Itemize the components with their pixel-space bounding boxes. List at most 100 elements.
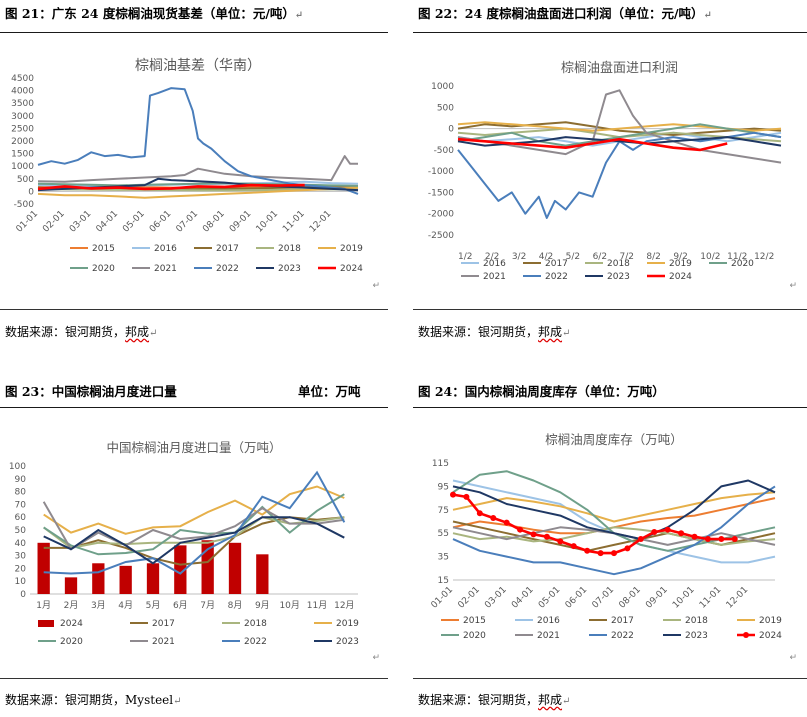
legend-label-2024: 2024 (759, 631, 782, 641)
x-tick-label: 6/2 (593, 252, 607, 262)
legend-label-2017: 2017 (216, 244, 239, 254)
legend-label-2022: 2022 (611, 631, 634, 641)
x-tick-label: 04-01 (95, 209, 121, 235)
x-tick-label: 03-01 (483, 585, 509, 611)
y-tick-label: 55 (438, 529, 449, 539)
y-tick-label: 20 (15, 564, 27, 574)
legend-label-2020: 2020 (60, 637, 83, 647)
bar-2024 (146, 563, 160, 594)
chart-title: 中国棕榈油月度进口量（万吨） (106, 440, 281, 455)
series-point-2024 (530, 531, 537, 538)
y-tick-label: 100 (9, 462, 26, 472)
bar-2024 (37, 542, 50, 594)
x-tick-label: 06-01 (564, 585, 590, 611)
series-point-2024 (691, 533, 698, 540)
figure-24-source: 数据来源：银河期货，邦成↵ (418, 693, 571, 707)
y-tick-label: 30 (15, 552, 27, 562)
y-tick-label: 0 (28, 187, 34, 197)
x-tick-label: 3/2 (512, 252, 526, 262)
x-tick-label: 01-01 (15, 209, 41, 235)
series-line-2024 (457, 137, 728, 152)
y-tick-label: 4500 (11, 74, 34, 84)
x-tick-label: 10/2 (700, 252, 720, 262)
y-tick-label: 60 (15, 513, 27, 523)
series-point-2024 (450, 491, 456, 498)
series-line-2022 (452, 485, 776, 576)
legend-label-2024: 2024 (340, 264, 363, 274)
y-tick-label: 50 (15, 526, 27, 536)
y-tick-label: -500 (14, 200, 35, 210)
x-tick-label: 1/2 (458, 252, 472, 262)
legend-label-2016: 2016 (537, 616, 560, 626)
x-tick-label: 7月 (200, 600, 215, 611)
legend-label-2022: 2022 (244, 637, 267, 647)
figure-21-header: 图 21：广东 24 度棕榈油现货基差（单位：元/吨）↵ (5, 6, 304, 21)
figure-23-unit: 单位：万吨 (298, 384, 361, 399)
legend-label-2018: 2018 (244, 619, 267, 629)
legend-label-2015: 2015 (92, 244, 115, 254)
x-tick-label: 08-01 (617, 585, 643, 611)
series-line-2019 (452, 491, 776, 523)
y-tick-label: 70 (15, 500, 27, 510)
legend-label-2021: 2021 (152, 637, 175, 647)
bar-2024 (174, 545, 187, 594)
series-point-2024 (624, 545, 631, 552)
series-line-2017 (452, 520, 776, 552)
series-line-2021 (42, 501, 345, 551)
figure-21-top-rule (0, 32, 388, 33)
x-tick-label: 4月 (118, 600, 133, 611)
series-point-2024 (718, 536, 725, 543)
x-tick-label: 10-01 (255, 209, 281, 235)
x-tick-label: 07-01 (591, 585, 617, 611)
series-point-2024 (704, 536, 711, 543)
y-tick-label: 90 (15, 475, 27, 485)
x-tick-label: 8/2 (646, 252, 660, 262)
legend-label-2015: 2015 (463, 616, 486, 626)
x-tick-label: 12-01 (725, 585, 751, 611)
x-tick-label: 02-01 (41, 209, 67, 235)
series-point-2024 (597, 550, 604, 557)
x-tick-label: 3月 (91, 600, 106, 611)
x-tick-label: 2/2 (485, 252, 499, 262)
y-tick-label: 500 (17, 175, 34, 185)
series-line-2017 (457, 121, 782, 136)
legend-label-2023: 2023 (336, 637, 359, 647)
x-tick-label: 10月 (279, 600, 299, 611)
figure-23-top-rule (0, 407, 388, 408)
series-line-2024 (452, 493, 735, 555)
paragraph-mark: ↵ (789, 653, 797, 663)
x-tick-label: 06-01 (148, 209, 174, 235)
series-point-2024 (517, 526, 524, 533)
x-tick-label: 11月 (307, 600, 327, 611)
legend-label-2019: 2019 (336, 619, 359, 629)
legend-label-2019: 2019 (759, 616, 782, 626)
figure-22-chart: 棕榈油盘面进口利润 -2500 -2000 -1500 -1000 -500 0 500 100… (413, 40, 805, 294)
series-line-2024 (37, 183, 305, 191)
x-tick-label: 8月 (228, 600, 243, 611)
legend-label-2023: 2023 (278, 264, 301, 274)
paragraph-mark: ↵ (789, 281, 797, 291)
legend-label-2019: 2019 (669, 259, 692, 269)
paragraph-mark: ↵ (372, 281, 380, 291)
x-tick-label: 2月 (64, 600, 79, 611)
legend-marker-2024 (743, 632, 749, 638)
legend-label-2021: 2021 (537, 631, 560, 641)
x-tick-label: 03-01 (68, 209, 94, 235)
series-point-2024 (490, 514, 497, 521)
series-point-2024 (557, 538, 564, 545)
y-tick-label: 4000 (11, 87, 34, 97)
x-tick-label: 04-01 (510, 585, 536, 611)
figure-24-bottom-rule (413, 678, 807, 679)
x-tick-label: 5/2 (566, 252, 580, 262)
legend-label-2020: 2020 (463, 631, 486, 641)
y-tick-label: 80 (15, 488, 27, 498)
y-tick-label: -1000 (428, 167, 454, 177)
chart-svg-2: 棕榈油盘面进口利润 -2500 -2000 -1500 -1000 -500 0 500 100… (428, 60, 797, 291)
y-tick-label: -500 (434, 146, 455, 156)
y-tick-label: 2500 (11, 124, 34, 134)
series-point-2024 (584, 547, 591, 554)
bar-2024 (64, 577, 78, 594)
chart-svg-1: 棕榈油基差（华南） -500 0 500 1000 1500 2000 2500 3000 350… (11, 57, 380, 291)
bar-2024 (119, 565, 132, 594)
chart-title: 棕榈油盘面进口利润 (561, 60, 678, 76)
